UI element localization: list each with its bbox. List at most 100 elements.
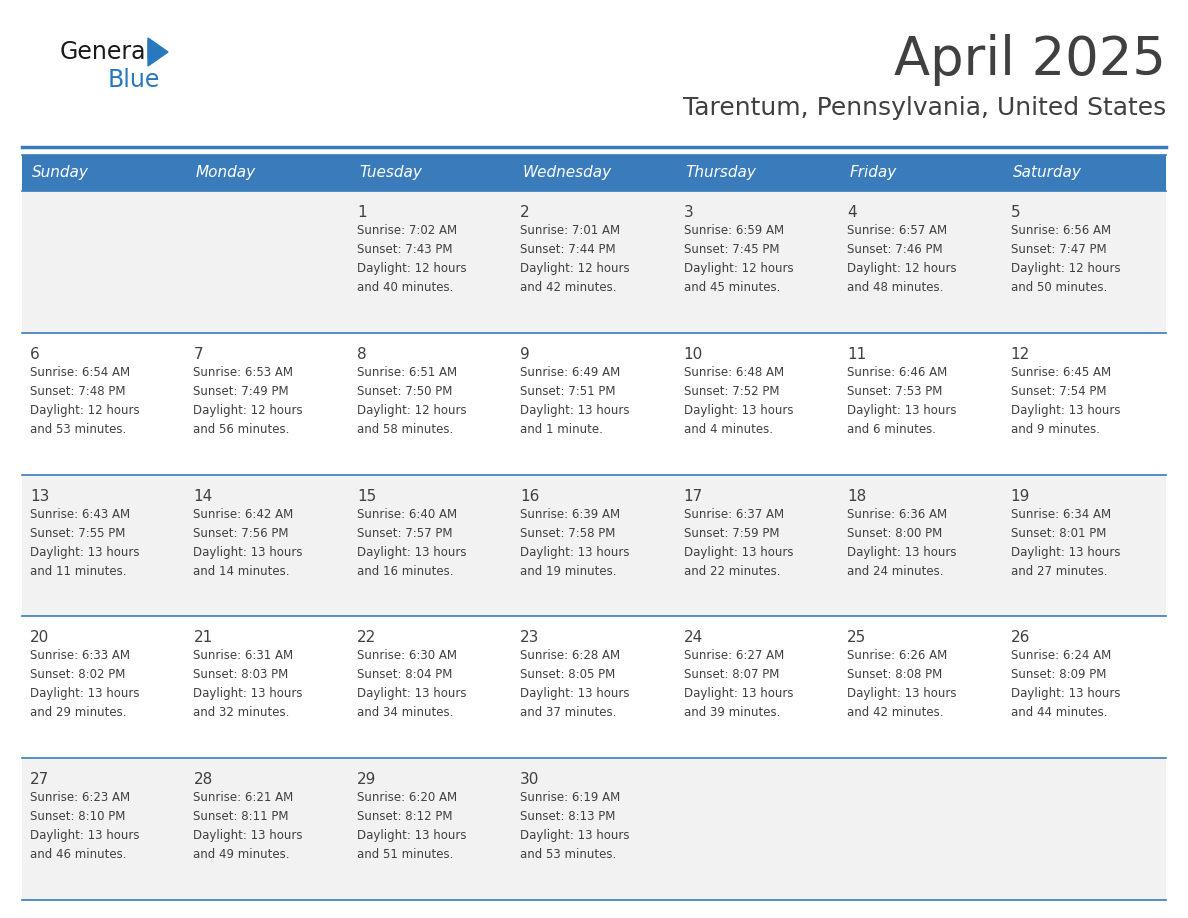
Text: 2: 2 bbox=[520, 205, 530, 220]
Text: Monday: Monday bbox=[196, 165, 255, 181]
Text: Sunset: 7:43 PM: Sunset: 7:43 PM bbox=[356, 243, 453, 256]
Text: Daylight: 13 hours: Daylight: 13 hours bbox=[684, 688, 794, 700]
Text: Sunset: 7:46 PM: Sunset: 7:46 PM bbox=[847, 243, 943, 256]
Text: Tuesday: Tuesday bbox=[359, 165, 422, 181]
Text: Daylight: 13 hours: Daylight: 13 hours bbox=[194, 545, 303, 558]
Text: Daylight: 13 hours: Daylight: 13 hours bbox=[520, 688, 630, 700]
Text: and 34 minutes.: and 34 minutes. bbox=[356, 706, 454, 720]
Text: General: General bbox=[61, 40, 153, 64]
Bar bbox=[23, 191, 1165, 333]
Text: and 6 minutes.: and 6 minutes. bbox=[847, 423, 936, 436]
Text: 18: 18 bbox=[847, 488, 866, 504]
Bar bbox=[23, 333, 1165, 475]
Text: Saturday: Saturday bbox=[1012, 165, 1081, 181]
Text: Sunset: 8:11 PM: Sunset: 8:11 PM bbox=[194, 811, 289, 823]
Text: Daylight: 12 hours: Daylight: 12 hours bbox=[847, 262, 956, 275]
Text: 14: 14 bbox=[194, 488, 213, 504]
Text: 28: 28 bbox=[194, 772, 213, 788]
Text: Sunrise: 6:26 AM: Sunrise: 6:26 AM bbox=[847, 649, 947, 663]
Text: Daylight: 13 hours: Daylight: 13 hours bbox=[356, 829, 467, 842]
Text: Daylight: 13 hours: Daylight: 13 hours bbox=[194, 688, 303, 700]
Text: Sunrise: 6:33 AM: Sunrise: 6:33 AM bbox=[30, 649, 129, 663]
Text: Sunrise: 6:27 AM: Sunrise: 6:27 AM bbox=[684, 649, 784, 663]
Text: and 40 minutes.: and 40 minutes. bbox=[356, 281, 454, 294]
Text: 27: 27 bbox=[30, 772, 49, 788]
Text: and 50 minutes.: and 50 minutes. bbox=[1011, 281, 1107, 294]
Text: and 1 minute.: and 1 minute. bbox=[520, 423, 604, 436]
Text: 26: 26 bbox=[1011, 631, 1030, 645]
Text: 19: 19 bbox=[1011, 488, 1030, 504]
Text: 23: 23 bbox=[520, 631, 539, 645]
Text: Sunset: 7:54 PM: Sunset: 7:54 PM bbox=[1011, 385, 1106, 397]
Text: Sunset: 8:02 PM: Sunset: 8:02 PM bbox=[30, 668, 126, 681]
Text: 12: 12 bbox=[1011, 347, 1030, 362]
Text: Daylight: 13 hours: Daylight: 13 hours bbox=[356, 688, 467, 700]
Text: Sunrise: 6:28 AM: Sunrise: 6:28 AM bbox=[520, 649, 620, 663]
Text: and 42 minutes.: and 42 minutes. bbox=[520, 281, 617, 294]
Text: 25: 25 bbox=[847, 631, 866, 645]
Text: Sunrise: 6:34 AM: Sunrise: 6:34 AM bbox=[1011, 508, 1111, 521]
Text: Sunset: 8:00 PM: Sunset: 8:00 PM bbox=[847, 527, 942, 540]
Text: Sunrise: 6:49 AM: Sunrise: 6:49 AM bbox=[520, 365, 620, 379]
Text: Sunrise: 6:48 AM: Sunrise: 6:48 AM bbox=[684, 365, 784, 379]
Text: Daylight: 12 hours: Daylight: 12 hours bbox=[520, 262, 630, 275]
Text: Sunset: 8:04 PM: Sunset: 8:04 PM bbox=[356, 668, 453, 681]
Text: Sunrise: 6:37 AM: Sunrise: 6:37 AM bbox=[684, 508, 784, 521]
Text: Sunset: 8:09 PM: Sunset: 8:09 PM bbox=[1011, 668, 1106, 681]
Text: Daylight: 13 hours: Daylight: 13 hours bbox=[30, 688, 139, 700]
Text: and 22 minutes.: and 22 minutes. bbox=[684, 565, 781, 577]
Text: Sunset: 7:58 PM: Sunset: 7:58 PM bbox=[520, 527, 615, 540]
Text: and 48 minutes.: and 48 minutes. bbox=[847, 281, 943, 294]
Text: Sunrise: 6:21 AM: Sunrise: 6:21 AM bbox=[194, 791, 293, 804]
Text: Sunset: 7:50 PM: Sunset: 7:50 PM bbox=[356, 385, 453, 397]
Text: Thursday: Thursday bbox=[685, 165, 757, 181]
Text: Daylight: 12 hours: Daylight: 12 hours bbox=[30, 404, 140, 417]
Text: Daylight: 13 hours: Daylight: 13 hours bbox=[847, 688, 956, 700]
Text: and 51 minutes.: and 51 minutes. bbox=[356, 848, 454, 861]
Text: Sunrise: 6:23 AM: Sunrise: 6:23 AM bbox=[30, 791, 131, 804]
Text: Sunset: 8:08 PM: Sunset: 8:08 PM bbox=[847, 668, 942, 681]
Text: Sunrise: 6:39 AM: Sunrise: 6:39 AM bbox=[520, 508, 620, 521]
Text: and 29 minutes.: and 29 minutes. bbox=[30, 706, 126, 720]
Text: Sunset: 7:48 PM: Sunset: 7:48 PM bbox=[30, 385, 126, 397]
Text: Sunrise: 6:31 AM: Sunrise: 6:31 AM bbox=[194, 649, 293, 663]
Text: Sunrise: 6:56 AM: Sunrise: 6:56 AM bbox=[1011, 224, 1111, 237]
Text: Sunset: 8:13 PM: Sunset: 8:13 PM bbox=[520, 811, 615, 823]
Text: Sunset: 7:51 PM: Sunset: 7:51 PM bbox=[520, 385, 615, 397]
Text: and 58 minutes.: and 58 minutes. bbox=[356, 423, 453, 436]
Text: Sunrise: 7:02 AM: Sunrise: 7:02 AM bbox=[356, 224, 457, 237]
Text: Daylight: 13 hours: Daylight: 13 hours bbox=[520, 829, 630, 842]
Text: and 27 minutes.: and 27 minutes. bbox=[1011, 565, 1107, 577]
Text: Sunrise: 6:43 AM: Sunrise: 6:43 AM bbox=[30, 508, 131, 521]
Text: Sunset: 7:52 PM: Sunset: 7:52 PM bbox=[684, 385, 779, 397]
Text: Sunrise: 6:46 AM: Sunrise: 6:46 AM bbox=[847, 365, 947, 379]
Text: 17: 17 bbox=[684, 488, 703, 504]
Bar bbox=[23, 155, 1165, 191]
Text: Sunrise: 6:20 AM: Sunrise: 6:20 AM bbox=[356, 791, 457, 804]
Text: Sunset: 8:03 PM: Sunset: 8:03 PM bbox=[194, 668, 289, 681]
Text: 1: 1 bbox=[356, 205, 366, 220]
Text: Sunrise: 6:54 AM: Sunrise: 6:54 AM bbox=[30, 365, 131, 379]
Text: Daylight: 13 hours: Daylight: 13 hours bbox=[847, 404, 956, 417]
Text: 29: 29 bbox=[356, 772, 377, 788]
Text: Daylight: 12 hours: Daylight: 12 hours bbox=[194, 404, 303, 417]
Text: and 44 minutes.: and 44 minutes. bbox=[1011, 706, 1107, 720]
Text: 24: 24 bbox=[684, 631, 703, 645]
Text: 6: 6 bbox=[30, 347, 39, 362]
Text: and 4 minutes.: and 4 minutes. bbox=[684, 423, 772, 436]
Text: and 49 minutes.: and 49 minutes. bbox=[194, 848, 290, 861]
Text: and 56 minutes.: and 56 minutes. bbox=[194, 423, 290, 436]
Text: and 24 minutes.: and 24 minutes. bbox=[847, 565, 943, 577]
Text: and 14 minutes.: and 14 minutes. bbox=[194, 565, 290, 577]
Text: Sunset: 8:01 PM: Sunset: 8:01 PM bbox=[1011, 527, 1106, 540]
Text: Daylight: 13 hours: Daylight: 13 hours bbox=[684, 404, 794, 417]
Text: Daylight: 13 hours: Daylight: 13 hours bbox=[194, 829, 303, 842]
Text: Daylight: 13 hours: Daylight: 13 hours bbox=[1011, 404, 1120, 417]
Text: 20: 20 bbox=[30, 631, 49, 645]
Text: and 45 minutes.: and 45 minutes. bbox=[684, 281, 781, 294]
Text: Daylight: 13 hours: Daylight: 13 hours bbox=[356, 545, 467, 558]
Text: 11: 11 bbox=[847, 347, 866, 362]
Text: 5: 5 bbox=[1011, 205, 1020, 220]
Text: Sunset: 7:44 PM: Sunset: 7:44 PM bbox=[520, 243, 615, 256]
Text: and 53 minutes.: and 53 minutes. bbox=[30, 423, 126, 436]
